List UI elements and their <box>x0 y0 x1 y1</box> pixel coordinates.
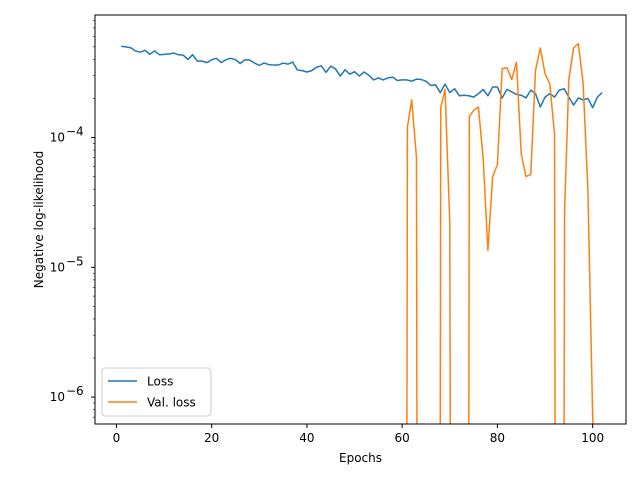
plot-area <box>121 42 603 424</box>
x-tick-label: 20 <box>204 431 219 445</box>
x-axis-title: Epochs <box>339 451 382 465</box>
series-line-val-loss <box>406 42 594 424</box>
x-tick-label: 40 <box>299 431 314 445</box>
series-line-loss <box>121 45 603 109</box>
legend: Loss Val. loss <box>101 367 212 417</box>
x-axis: 0 20 40 60 80 100 <box>113 424 604 445</box>
y-tick-exponent: −4 <box>66 125 84 139</box>
x-tick-label: 100 <box>581 431 604 445</box>
y-tick-exponent: −5 <box>66 254 84 268</box>
axes-frame <box>94 14 627 425</box>
y-tick-exponent: −6 <box>66 384 84 398</box>
y-axis: 10−610−510−4 <box>50 20 95 418</box>
x-tick-label: 80 <box>490 431 505 445</box>
legend-box <box>101 367 212 417</box>
y-tick-label: 10 <box>50 390 65 404</box>
y-tick-label: 10 <box>50 131 65 145</box>
x-tick-label: 60 <box>395 431 410 445</box>
y-tick-label: 10 <box>50 260 65 274</box>
x-tick-label: 0 <box>113 431 121 445</box>
legend-label: Loss <box>147 375 173 389</box>
y-axis-title: Negative log-likelihood <box>32 151 46 288</box>
legend-label: Val. loss <box>147 396 196 410</box>
